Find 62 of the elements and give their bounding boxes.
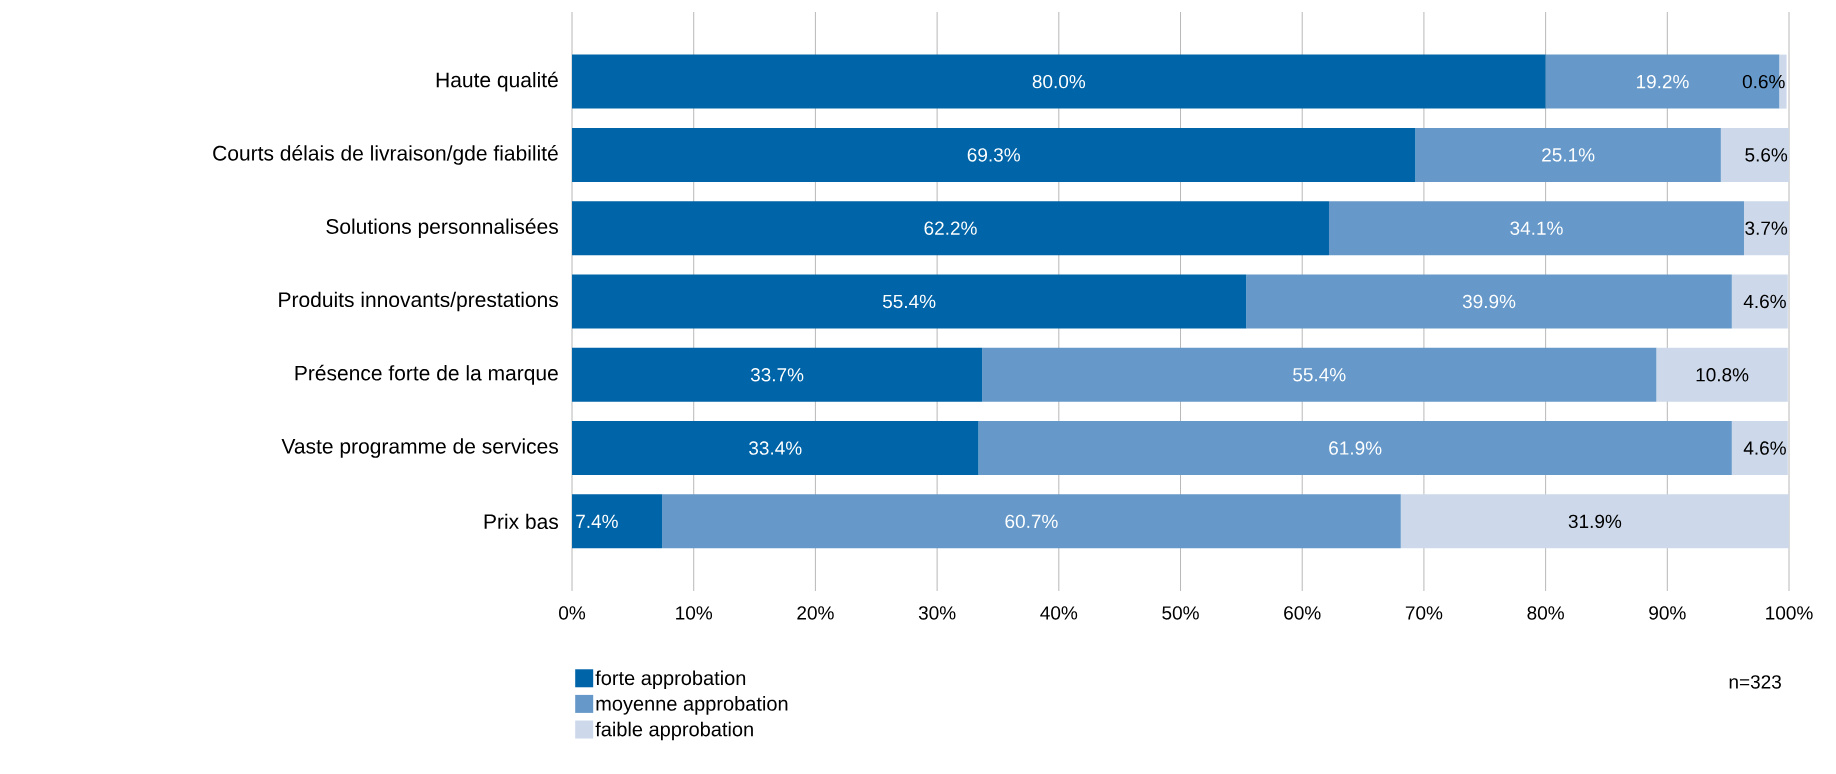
x-tick-label: 50%	[1162, 606, 1199, 620]
legend-label: faible approbation	[595, 721, 753, 741]
data-label: 80.0%	[1032, 74, 1086, 89]
x-tick-label: 10%	[676, 606, 713, 620]
y-tick-label: Présence forte de la marque	[295, 364, 558, 385]
data-label: 19.2%	[1636, 74, 1689, 89]
data-label: 4.6%	[1743, 441, 1786, 455]
bar	[572, 54, 1546, 109]
bar	[572, 201, 1329, 256]
data-label: 33.7%	[750, 368, 804, 382]
bar	[978, 421, 1732, 476]
y-tick-label: Solutions personnalisées	[326, 218, 558, 239]
bar	[1415, 127, 1721, 182]
data-label: 39.9%	[1462, 294, 1516, 309]
data-label: 3.7%	[1745, 221, 1788, 235]
data-label: 62.2%	[924, 221, 977, 235]
text: n=323	[1729, 675, 1781, 689]
x-tick-label: 30%	[918, 606, 956, 620]
y-tick-label: Vaste programme de services	[281, 438, 559, 458]
bar	[662, 494, 1401, 549]
data-label: 33.4%	[749, 441, 802, 455]
bar	[1743, 201, 1790, 256]
x-tick-label: 40%	[1040, 606, 1078, 620]
data-label: 5.6%	[1745, 148, 1788, 162]
x-tick-label: 80%	[1527, 606, 1564, 620]
data-label: 25.1%	[1542, 148, 1595, 162]
legend-label: moyenne approbation	[596, 696, 788, 715]
bar	[1400, 494, 1790, 549]
x-tick-label: 90%	[1649, 606, 1686, 620]
y-tick-label: Produits innovants/prestations	[279, 291, 558, 312]
bar	[1720, 127, 1790, 182]
x-tick-label: 100%	[1766, 606, 1813, 620]
x-tick-label: 20%	[797, 606, 834, 620]
data-label: 61.9%	[1329, 441, 1382, 455]
bar	[572, 347, 983, 402]
data-label: 4.6%	[1743, 294, 1786, 309]
data-label: 0.6%	[1742, 74, 1785, 89]
bar	[572, 274, 1247, 329]
bar	[1246, 274, 1732, 329]
y-tick-label: Courts délais de livraison/gde fiabilité	[213, 144, 558, 165]
x-tick-label: 60%	[1284, 606, 1321, 620]
data-label: 55.4%	[882, 294, 936, 309]
bar	[1656, 347, 1788, 402]
bar	[1328, 201, 1744, 256]
bar	[982, 347, 1657, 402]
bar	[1731, 421, 1788, 476]
y-tick-label: Prix bas	[484, 513, 559, 530]
data-label: 10.8%	[1696, 368, 1749, 382]
data-label: 7.4%	[576, 514, 618, 528]
x-tick-label: 70%	[1405, 606, 1443, 620]
bar	[572, 494, 663, 549]
x-tick-label: 0%	[559, 606, 586, 620]
data-label: 55.4%	[1293, 368, 1346, 382]
data-label: 34.1%	[1510, 221, 1563, 235]
bar	[572, 421, 979, 476]
y-tick-label: Haute qualité	[436, 71, 558, 92]
data-label: 60.7%	[1005, 514, 1058, 529]
data-label: 69.3%	[967, 148, 1020, 162]
bar	[572, 127, 1416, 182]
legend-label: forte approbation	[595, 670, 746, 690]
bar	[1731, 274, 1788, 329]
data-label: 31.9%	[1568, 514, 1622, 529]
